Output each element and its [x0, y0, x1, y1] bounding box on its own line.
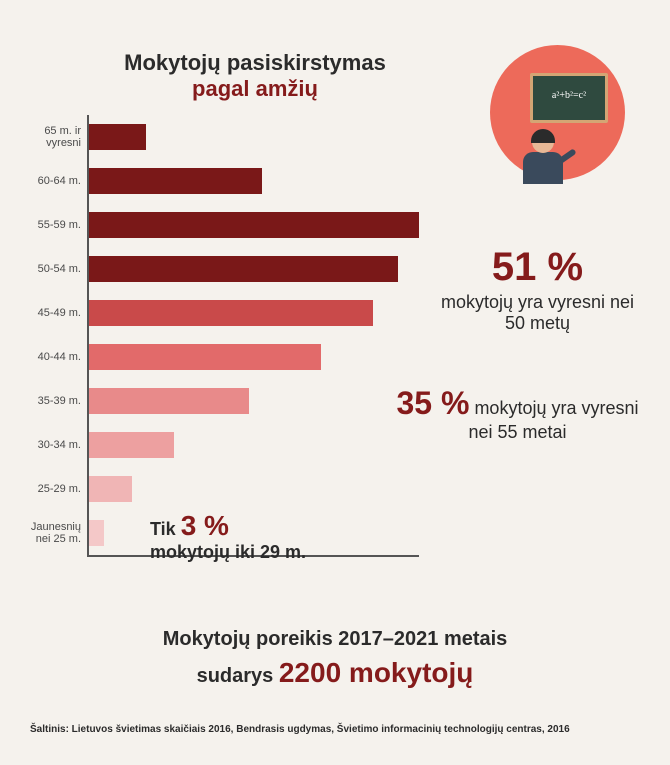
footer-line1: Mokytojų poreikis 2017–2021 metais — [163, 628, 508, 650]
bar-row: 55-59 m. — [25, 203, 425, 247]
bar-row: 30-34 m. — [25, 423, 425, 467]
blackboard-icon: a²+b²=c² — [530, 73, 608, 123]
stat-value: 3 % — [181, 510, 229, 541]
demand-forecast: Mokytojų poreikis 2017–2021 metais sudar… — [0, 625, 670, 692]
bar — [89, 432, 174, 458]
bar-row: 35-39 m. — [25, 379, 425, 423]
stat-over-50: 51 % mokytojų yra vyresni nei 50 metų — [440, 245, 635, 334]
bar — [89, 256, 398, 282]
bar-container — [87, 467, 425, 511]
bar-container — [87, 291, 425, 335]
stat-over-55: 35 % mokytojų yra vyresni nei 55 metai — [390, 385, 645, 443]
stat-text: mokytojų iki 29 m. — [150, 542, 306, 562]
bar-label: 60-64 m. — [25, 175, 87, 187]
source-citation: Šaltinis: Lietuvos švietimas skaičiais 2… — [30, 724, 570, 735]
footer-prefix: sudarys — [197, 665, 279, 687]
bar — [89, 300, 373, 326]
header: Mokytojų pasiskirstymas pagal amžių a²+b… — [0, 0, 670, 112]
bar-row: 45-49 m. — [25, 291, 425, 335]
bar-container — [87, 423, 425, 467]
bar-container — [87, 159, 425, 203]
teacher-illustration: a²+b²=c² — [490, 45, 625, 180]
title-line2: pagal amžių — [192, 76, 318, 101]
bar-row: 60-64 m. — [25, 159, 425, 203]
bar-row: 25-29 m. — [25, 467, 425, 511]
stat-under-29: Tik 3 % mokytojų iki 29 m. — [150, 510, 306, 563]
bar — [89, 388, 249, 414]
bar-row: 50-54 m. — [25, 247, 425, 291]
page-title: Mokytojų pasiskirstymas pagal amžių — [100, 50, 410, 102]
bar-row: 40-44 m. — [25, 335, 425, 379]
bar — [89, 344, 321, 370]
bar-label: 25-29 m. — [25, 483, 87, 495]
bar — [89, 212, 419, 238]
bar-container — [87, 335, 425, 379]
stat-text: mokytojų yra vyresni nei 55 metai — [468, 398, 638, 442]
bar-label: 55-59 m. — [25, 219, 87, 231]
bar-container — [87, 247, 425, 291]
bar-container — [87, 203, 425, 247]
bar-label: 30-34 m. — [25, 439, 87, 451]
bar-container — [87, 379, 425, 423]
bar — [89, 476, 132, 502]
bar-container — [87, 115, 425, 159]
bar-label: 50-54 m. — [25, 263, 87, 275]
bar — [89, 520, 104, 546]
bar-label: 40-44 m. — [25, 351, 87, 363]
stat-prefix: Tik — [150, 519, 181, 539]
bar-label: 35-39 m. — [25, 395, 87, 407]
stat-value: 51 % — [440, 245, 635, 290]
stat-value: 35 % — [396, 385, 469, 421]
stat-text: mokytojų yra vyresni nei 50 metų — [441, 292, 634, 333]
bar-row: 65 m. ir vyresni — [25, 115, 425, 159]
bar — [89, 124, 146, 150]
bar — [89, 168, 262, 194]
age-distribution-chart: 65 m. ir vyresni 60-64 m. 55-59 m. 50-54 m.… — [25, 115, 425, 557]
bar-label: 65 m. ir vyresni — [25, 125, 87, 149]
bar-label: 45-49 m. — [25, 307, 87, 319]
title-line1: Mokytojų pasiskirstymas — [124, 50, 386, 75]
footer-value: 2200 mokytojų — [279, 657, 474, 688]
bar-label: Jaunesnių nei 25 m. — [25, 521, 87, 545]
